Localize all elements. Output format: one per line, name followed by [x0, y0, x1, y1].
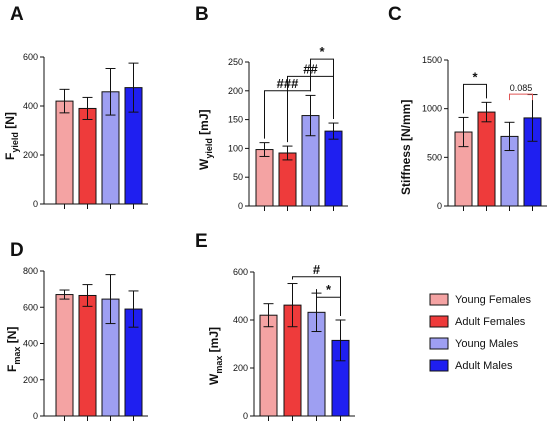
significance-label: *	[472, 69, 478, 84]
y-tick-label: 0	[33, 411, 38, 421]
bar-A-0	[55, 100, 74, 205]
y-tick-label: 200	[23, 375, 38, 385]
y-tick-label: 400	[233, 315, 248, 325]
legend-label-2: Young Males	[455, 338, 519, 350]
bar-C-1	[477, 111, 496, 207]
y-tick-label: 800	[23, 266, 38, 276]
y-tick-label: 0	[33, 199, 38, 209]
y-tick-label: 50	[233, 172, 243, 182]
y-tick-label: 400	[23, 101, 38, 111]
bar-A-1	[78, 107, 97, 205]
bar-B-3	[324, 130, 343, 207]
significance-bracket	[463, 83, 487, 114]
y-tick-label: 250	[228, 57, 243, 67]
significance-label: *	[326, 282, 332, 297]
panel-label-B: B	[195, 4, 209, 25]
y-tick-label: 500	[427, 152, 442, 162]
y-tick-label: 1500	[422, 55, 442, 65]
panel-label-E: E	[195, 231, 208, 252]
y-axis-label-A: Fyield [N]	[3, 112, 20, 160]
y-tick-label: 600	[23, 302, 38, 312]
y-axis-label-D: Fmax [N]	[5, 327, 22, 372]
y-axis-label-C: Stiffness [N/mm]	[399, 100, 413, 195]
panel-label-A: A	[10, 4, 24, 25]
y-tick-label: 200	[23, 150, 38, 160]
significance-bracket	[509, 93, 533, 101]
significance-bracket	[316, 289, 341, 316]
legend-swatch-3	[429, 359, 449, 372]
panel-label-C: C	[388, 4, 402, 25]
legend-swatch-1	[429, 315, 449, 328]
y-tick-label: 100	[228, 143, 243, 153]
y-tick-label: 0	[243, 411, 248, 421]
y-axis-label-E: Wmax [mJ]	[207, 327, 224, 385]
significance-label: #	[313, 262, 321, 277]
bar-D-1	[78, 294, 97, 417]
y-tick-label: 150	[228, 115, 243, 125]
legend-label-1: Adult Females	[455, 316, 526, 328]
y-tick-label: 600	[233, 267, 248, 277]
y-tick-label: 200	[228, 86, 243, 96]
legend-swatch-2	[429, 337, 449, 350]
bar-E-0	[259, 314, 278, 417]
bar-D-0	[55, 294, 74, 417]
panel-label-D: D	[10, 240, 24, 261]
y-axis-label-B: Wyield [mJ]	[197, 109, 214, 170]
legend-label-3: Adult Males	[455, 360, 513, 372]
y-tick-label: 1000	[422, 104, 442, 114]
significance-label: *	[319, 44, 325, 59]
significance-bracket	[310, 58, 334, 120]
y-tick-label: 0	[437, 201, 442, 211]
legend-swatch-0	[429, 293, 449, 306]
y-tick-label: 400	[23, 339, 38, 349]
bar-B-1	[278, 152, 297, 207]
bar-B-0	[255, 149, 274, 207]
legend-label-0: Young Females	[455, 294, 532, 306]
significance-bracket	[292, 276, 341, 316]
y-tick-label: 600	[23, 52, 38, 62]
y-tick-label: 200	[233, 363, 248, 373]
significance-label: 0.085	[510, 83, 533, 93]
y-tick-label: 0	[238, 201, 243, 211]
